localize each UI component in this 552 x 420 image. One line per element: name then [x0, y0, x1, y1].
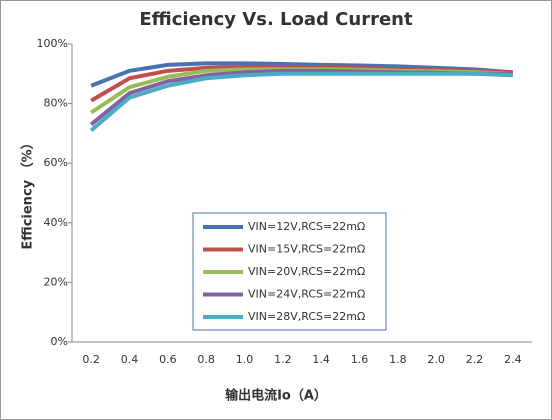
x-tick-label: 2.4 [504, 353, 522, 366]
legend-label: VIN=24V,RCS=22mΩ [248, 288, 365, 301]
y-axis-label: Efficiency （%） [20, 136, 36, 249]
x-tick-label: 0.4 [121, 353, 139, 366]
x-tick-label: 1.6 [351, 353, 369, 366]
y-tick-label: 40% [44, 216, 68, 229]
x-tick-label: 1.4 [312, 353, 330, 366]
x-tick-label: 2.2 [466, 353, 484, 366]
legend-label: VIN=28V,RCS=22mΩ [248, 310, 365, 323]
x-tick-label: 1.0 [236, 353, 254, 366]
y-tick-label: 60% [44, 156, 68, 169]
y-tick-label: 0% [51, 335, 68, 348]
legend-label: VIN=12V,RCS=22mΩ [248, 220, 365, 233]
x-tick-label: 0.6 [159, 353, 177, 366]
x-tick-label: 1.8 [389, 353, 407, 366]
y-tick-label: 80% [44, 97, 68, 110]
y-tick-label: 20% [44, 275, 68, 288]
legend-label: VIN=20V,RCS=22mΩ [248, 265, 365, 278]
chart-title: Efficiency Vs. Load Current [139, 9, 413, 30]
x-tick-label: 1.2 [274, 353, 292, 366]
x-tick-label: 0.8 [197, 353, 215, 366]
x-tick-label: 2.0 [427, 353, 445, 366]
x-axis-label: 输出电流Io（A） [225, 388, 327, 404]
legend-label: VIN=15V,RCS=22mΩ [248, 243, 365, 256]
y-tick-label: 100% [37, 37, 68, 50]
x-tick-label: 0.2 [82, 353, 100, 366]
series-line [89, 71, 513, 132]
